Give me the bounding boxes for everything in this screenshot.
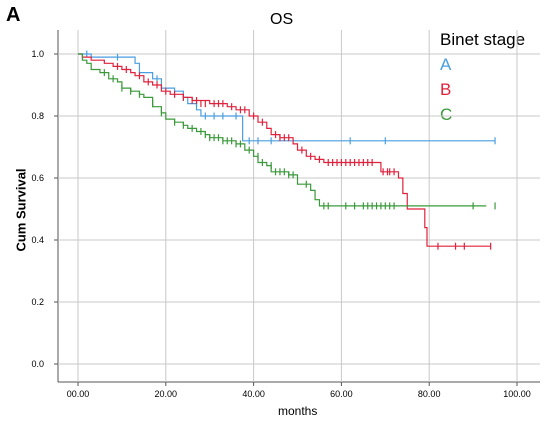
legend-entry-b: B (440, 80, 452, 99)
survival-curve-b (78, 53, 491, 247)
x-tick-label: 80.00 (418, 389, 441, 399)
x-tick-label: 40.00 (242, 389, 265, 399)
x-tick-label: 20.00 (155, 389, 178, 399)
panel-letter: A (6, 4, 21, 26)
y-tick-label: 0.6 (31, 173, 44, 183)
legend-entry-c: C (440, 105, 453, 124)
x-tick-label: 100.00 (503, 389, 531, 399)
survival-curve-a (78, 53, 496, 142)
x-tick-label: 60.00 (330, 389, 353, 399)
legend-entry-a: A (440, 55, 452, 74)
legend-title: Binet stage (440, 30, 526, 49)
x-axis-label: months (278, 404, 318, 418)
legend: Binet stage A B C (440, 27, 525, 127)
y-tick-label: 0.0 (31, 359, 44, 369)
chart-title: OS (270, 11, 294, 28)
y-tick-label: 0.8 (31, 111, 44, 121)
y-tick-label: 1.0 (31, 49, 44, 59)
y-tick-label: 0.2 (31, 297, 44, 307)
x-tick-label: 00.00 (67, 389, 90, 399)
y-tick-label: 0.4 (31, 235, 44, 245)
